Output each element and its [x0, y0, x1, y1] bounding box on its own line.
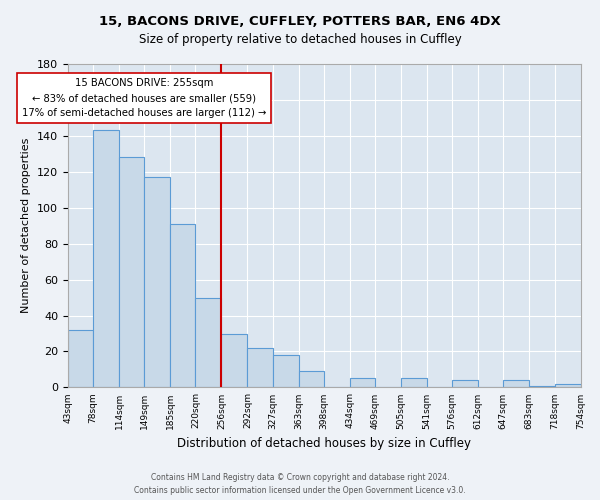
Bar	[221, 334, 247, 388]
Text: Contains HM Land Registry data © Crown copyright and database right 2024.
Contai: Contains HM Land Registry data © Crown c…	[134, 474, 466, 495]
Bar	[68, 330, 93, 388]
Bar	[144, 177, 170, 388]
Text: 15 BACONS DRIVE: 255sqm
← 83% of detached houses are smaller (559)
17% of semi-d: 15 BACONS DRIVE: 255sqm ← 83% of detache…	[22, 78, 266, 118]
Bar	[299, 372, 324, 388]
Bar	[529, 386, 554, 388]
Bar	[170, 224, 196, 388]
X-axis label: Distribution of detached houses by size in Cuffley: Distribution of detached houses by size …	[177, 437, 471, 450]
Bar	[503, 380, 529, 388]
Bar	[350, 378, 375, 388]
Bar	[554, 384, 581, 388]
Bar	[452, 380, 478, 388]
Text: Size of property relative to detached houses in Cuffley: Size of property relative to detached ho…	[139, 32, 461, 46]
Bar	[247, 348, 272, 388]
Bar	[196, 298, 221, 388]
Bar	[401, 378, 427, 388]
Bar	[93, 130, 119, 388]
Bar	[272, 355, 299, 388]
Text: 15, BACONS DRIVE, CUFFLEY, POTTERS BAR, EN6 4DX: 15, BACONS DRIVE, CUFFLEY, POTTERS BAR, …	[99, 15, 501, 28]
Y-axis label: Number of detached properties: Number of detached properties	[22, 138, 31, 314]
Bar	[119, 158, 144, 388]
